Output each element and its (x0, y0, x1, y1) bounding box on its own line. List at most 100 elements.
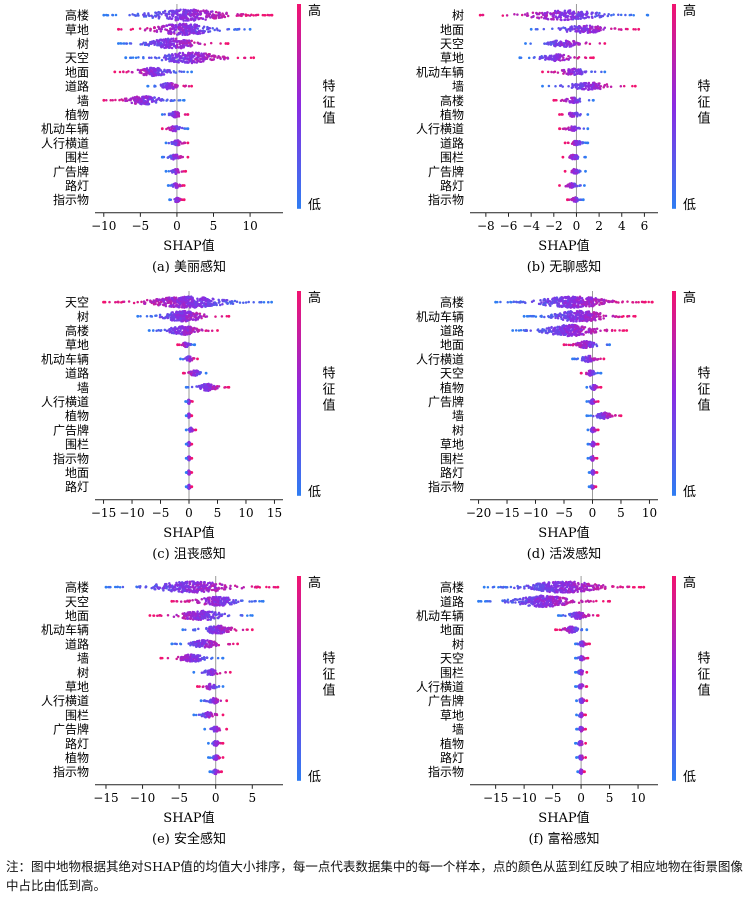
feature-swarm (184, 440, 194, 448)
shap-point (225, 12, 228, 15)
shap-point (198, 304, 201, 307)
panel-depressing: 天空树高楼 草地 机动车辆 道路墙人行横道 植物 广告牌 围栏 指示物 地面 路灯 −15 −10 −5… (0, 287, 375, 577)
shap-point (546, 70, 550, 74)
shap-point (632, 14, 635, 17)
shap-point (221, 15, 224, 18)
shap-point (259, 300, 263, 304)
shap-point (181, 330, 185, 334)
shap-point (575, 319, 578, 323)
shap-point (181, 155, 185, 159)
shap-point (192, 369, 196, 373)
x-tick-label: 2 (595, 219, 603, 233)
shap-point (572, 114, 576, 118)
shap-point (178, 54, 181, 58)
shap-point (581, 314, 584, 318)
feature-label: 高楼 (440, 93, 464, 108)
shap-point (597, 29, 601, 33)
color-bar-title: 特征值 (322, 366, 335, 413)
shap-point (559, 296, 562, 300)
shap-point (201, 29, 205, 33)
shap-point-min (146, 84, 150, 88)
shap-point (131, 56, 135, 59)
shap-point (571, 185, 574, 189)
shap-point (579, 319, 583, 322)
feature-label: 机动车辆 (41, 121, 89, 136)
shap-point (576, 156, 580, 159)
shap-point (157, 13, 160, 16)
shap-point (152, 69, 156, 72)
shap-point (559, 329, 563, 333)
shap-point (565, 39, 568, 43)
shap-point-min (160, 113, 164, 116)
shap-point (164, 302, 168, 306)
shap-point-max (193, 343, 197, 347)
shap-point (573, 40, 576, 44)
shap-point (574, 128, 578, 131)
shap-point (532, 315, 535, 318)
shap-point (217, 301, 221, 304)
shap-point (519, 329, 523, 332)
shap-point (199, 12, 203, 16)
shap-point (542, 27, 546, 31)
shap-point (588, 24, 592, 28)
shap-point (574, 42, 577, 45)
shap-point (557, 314, 561, 318)
shap-point (188, 326, 191, 330)
shap-point (129, 42, 133, 45)
shap-point (168, 30, 172, 34)
shap-point (592, 311, 596, 314)
shap-point (156, 68, 160, 72)
shap-point (231, 300, 234, 303)
shap-point (179, 59, 183, 63)
shap-point (530, 300, 534, 304)
shap-point (603, 83, 607, 87)
shap-point (598, 16, 602, 19)
shap-point (174, 156, 178, 160)
shap-point (153, 96, 156, 99)
shap-point (176, 114, 179, 118)
shap-point (556, 53, 560, 56)
shap-point (567, 334, 571, 337)
shap-point (185, 54, 188, 57)
shap-point (182, 19, 185, 22)
shap-point (182, 326, 186, 329)
shap-point (578, 24, 581, 28)
shap-point (524, 301, 527, 305)
shap-point (171, 298, 175, 301)
shap-point (571, 101, 575, 104)
shap-point (584, 315, 588, 318)
shap-point-max (650, 300, 654, 304)
shap-point (575, 111, 578, 114)
shap-point (578, 311, 582, 314)
shap-point (173, 297, 177, 301)
x-tick-label: −10 (91, 219, 116, 233)
shap-point (544, 298, 547, 302)
shap-point (154, 314, 157, 318)
shap-point (567, 15, 570, 18)
shap-point (199, 371, 202, 374)
feature-swarm (102, 295, 273, 309)
shap-point (150, 100, 154, 103)
shap-point (552, 71, 556, 74)
shap-point (521, 300, 525, 304)
feature-label: 广告牌 (53, 165, 89, 179)
shap-point (578, 113, 582, 117)
feature-label: 指示物 (428, 192, 464, 207)
shap-point (118, 70, 122, 74)
shap-point (185, 57, 188, 60)
shap-point (183, 342, 187, 345)
shap-point (565, 330, 569, 334)
shap-point (163, 68, 166, 72)
shap-point (181, 51, 185, 55)
shap-point (594, 329, 597, 333)
shap-point (133, 96, 137, 99)
shap-point (153, 73, 157, 76)
shap-point (131, 13, 134, 16)
feature-swarm (184, 412, 194, 419)
shap-point (169, 298, 173, 301)
shap-point (578, 184, 582, 187)
shap-point (145, 314, 149, 318)
shap-point (179, 8, 182, 12)
shap-point (590, 329, 593, 333)
shap-point-max (196, 357, 199, 361)
